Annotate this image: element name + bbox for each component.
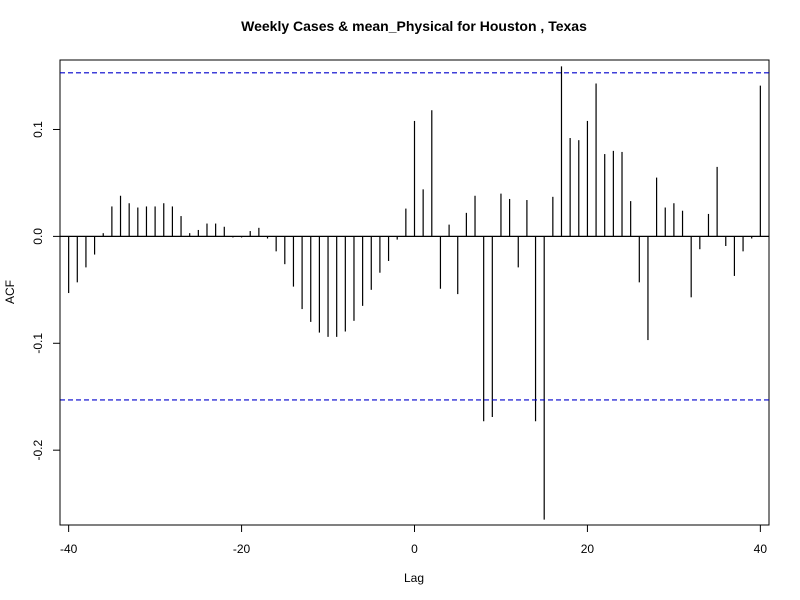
confidence-bounds: [60, 72, 769, 401]
y-tick-label: -0.2: [31, 440, 45, 461]
y-axis-label: ACF: [3, 280, 17, 304]
chart-title: Weekly Cases & mean_Physical for Houston…: [241, 18, 587, 34]
acf-bars: [68, 66, 761, 520]
x-tick-label: 40: [754, 542, 768, 556]
x-tick-label: 0: [411, 542, 418, 556]
y-tick-label: -0.1: [31, 333, 45, 354]
x-tick-label: 20: [581, 542, 595, 556]
y-tick-label: 0.1: [31, 121, 45, 138]
y-tick-label: 0.0: [31, 228, 45, 245]
x-axis-label: Lag: [404, 571, 424, 585]
x-axis: -40 -20 0 20 40: [60, 524, 768, 556]
x-tick-label: -20: [233, 542, 251, 556]
y-axis: -0.2 -0.1 0.0 0.1: [31, 121, 61, 461]
x-tick-label: -40: [60, 542, 78, 556]
